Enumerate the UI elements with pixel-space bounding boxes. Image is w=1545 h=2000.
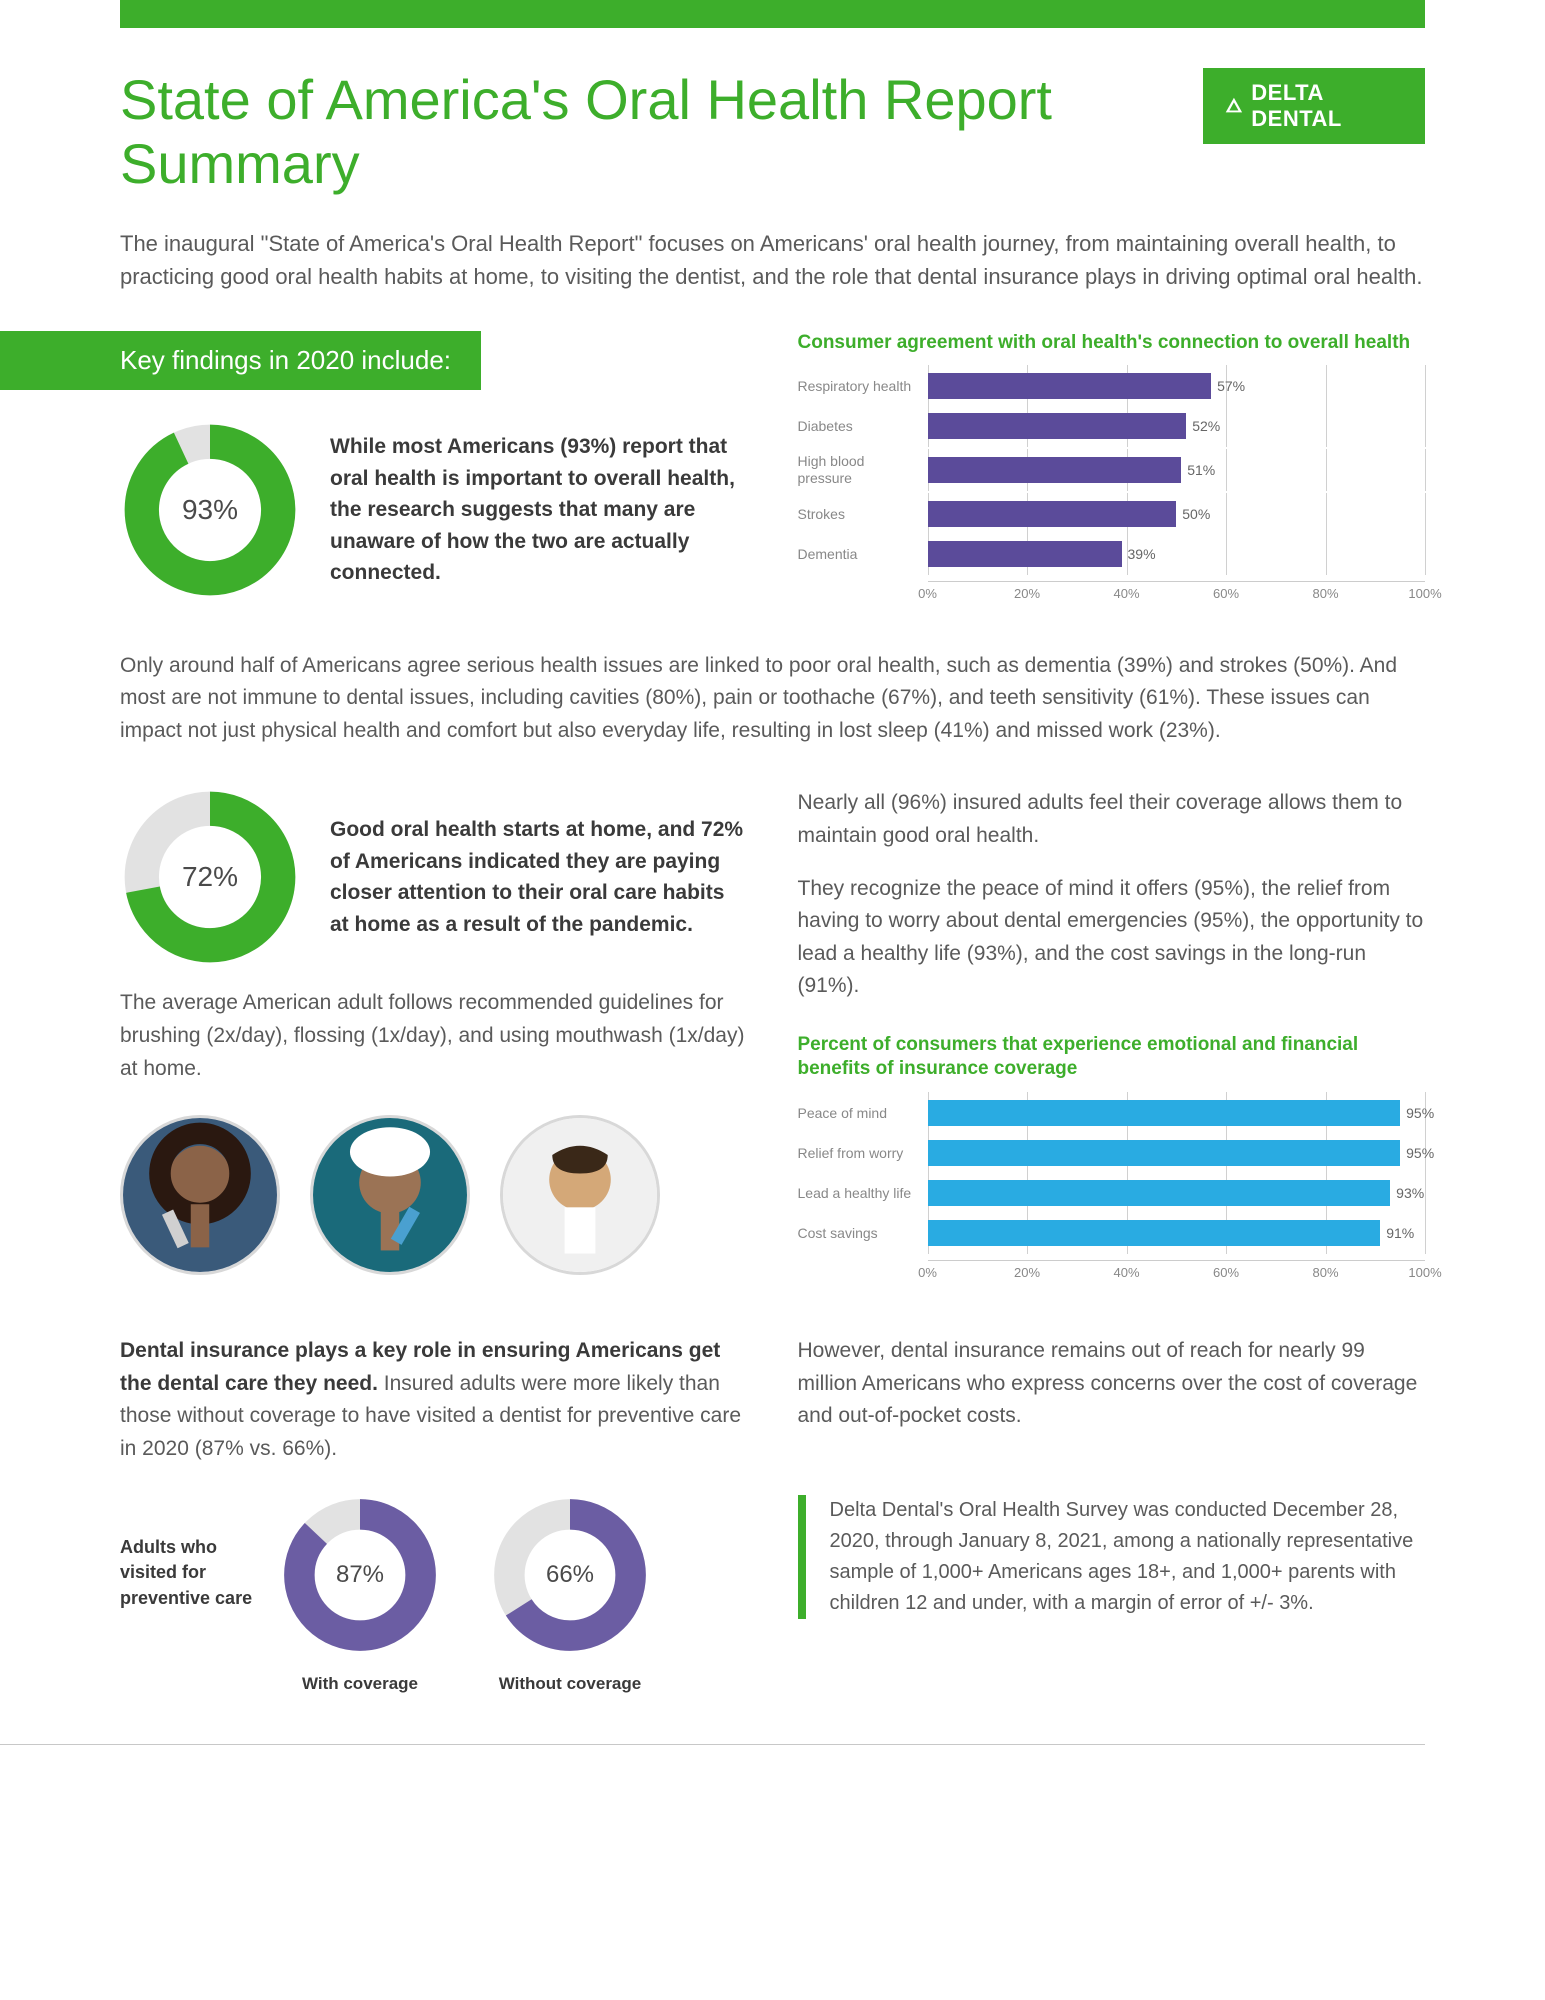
axis-tick: 100% [1408,586,1441,601]
bottom-rule [0,1744,1425,1745]
donut-93-text: While most Americans (93%) report that o… [330,431,748,589]
donut-72-label: 72% [182,861,238,893]
donut-caption: Without coverage [490,1674,650,1694]
chart-benefits: Peace of mind95%Relief from worry95%Lead… [798,1100,1426,1280]
bar-fill [928,1180,1391,1206]
bar-track: 39% [928,541,1426,567]
chart-consumer-agreement: Respiratory health 57% Diabetes 52% High blo… [798,373,1426,601]
bar-fill [928,413,1187,439]
bar-fill [928,457,1182,483]
bar-row: Relief from worry95% [798,1140,1426,1166]
bar-fill [928,541,1122,567]
intro-paragraph: The inaugural "State of America's Oral H… [120,227,1425,293]
axis-tick: 20% [1014,1265,1040,1280]
bar-track: 91% [928,1220,1426,1246]
axis-tick: 80% [1312,1265,1338,1280]
donut-label: 66% [546,1561,594,1589]
axis-tick: 40% [1113,1265,1139,1280]
chart2-title: Percent of consumers that experience emo… [798,1033,1426,1082]
chart-axis: 0%20%40%60%80%100% [928,1260,1426,1280]
bar-value: 50% [1182,506,1210,522]
donut-66: 66% [490,1495,650,1655]
axis-tick: 20% [1014,586,1040,601]
photo-row [120,1115,748,1275]
key-findings-heading: Key findings in 2020 include: [0,331,481,390]
bar-label: Diabetes [798,418,928,435]
photo-brushing-2 [310,1115,470,1275]
bar-row: Dementia 39% [798,541,1426,567]
bar-track: 50% [928,501,1426,527]
bar-label: Dementia [798,546,928,563]
bar-label: Lead a healthy life [798,1185,928,1202]
bar-fill [928,501,1177,527]
top-accent-bar [120,0,1425,28]
photo-mouthwash [500,1115,660,1275]
bar-value: 39% [1128,546,1156,562]
bar-track: 57% [928,373,1426,399]
paragraph-benefits: They recognize the peace of mind it offe… [798,873,1426,1003]
bar-label: High blood pressure [798,453,928,487]
bar-track: 95% [928,1140,1426,1166]
paragraph-out-of-reach: However, dental insurance remains out of… [798,1335,1426,1433]
axis-tick: 40% [1113,586,1139,601]
bar-track: 95% [928,1100,1426,1126]
bar-row: Diabetes 52% [798,413,1426,439]
chart-axis: 0%20%40%60%80%100% [928,581,1426,601]
paragraph-health-issues: Only around half of Americans agree seri… [120,650,1425,748]
survey-footnote: Delta Dental's Oral Health Survey was co… [798,1495,1426,1619]
bar-value: 52% [1192,418,1220,434]
bar-row: Lead a healthy life 93% [798,1180,1426,1206]
paragraph-insurance: Dental insurance plays a key role in ens… [120,1335,748,1465]
paragraph-insured-96: Nearly all (96%) insured adults feel the… [798,787,1426,852]
donut-72: 72% [120,787,300,967]
bar-track: 51% [928,457,1426,483]
photo-brushing-1 [120,1115,280,1275]
paragraph-guidelines: The average American adult follows recom… [120,987,748,1085]
delta-icon [1223,94,1245,118]
bar-row: High blood pressure 51% [798,453,1426,487]
donut-col: 66% Without coverage [490,1495,650,1694]
bar-track: 52% [928,413,1426,439]
bar-label: Relief from worry [798,1145,928,1162]
axis-tick: 60% [1213,1265,1239,1280]
bar-row: Strokes 50% [798,501,1426,527]
donut-72-text: Good oral health starts at home, and 72%… [330,814,748,940]
donut-col: 87% With coverage [280,1495,440,1694]
bar-value: 93% [1396,1185,1424,1201]
brand-logo: DELTA DENTAL [1203,68,1425,144]
bar-fill [928,373,1212,399]
bar-fill [928,1100,1401,1126]
axis-tick: 80% [1312,586,1338,601]
axis-tick: 0% [918,1265,937,1280]
bar-track: 93% [928,1180,1426,1206]
bar-value: 51% [1187,462,1215,478]
donut-label: 87% [336,1561,384,1589]
axis-tick: 0% [918,586,937,601]
bar-value: 57% [1217,378,1245,394]
header: State of America's Oral Health Report Su… [120,68,1425,197]
bar-row: Respiratory health 57% [798,373,1426,399]
axis-tick: 100% [1408,1265,1441,1280]
brand-name: DELTA DENTAL [1251,80,1405,132]
bar-label: Respiratory health [798,378,928,395]
bar-value: 95% [1406,1145,1434,1161]
bar-value: 95% [1406,1105,1434,1121]
donut-93-label: 93% [182,494,238,526]
bar-value: 91% [1386,1225,1414,1241]
bar-label: Strokes [798,506,928,523]
preventive-donuts: 87% With coverage 66% Without coverage [280,1495,650,1694]
chart1-title: Consumer agreement with oral health's co… [798,331,1426,356]
bar-row: Cost savings 91% [798,1220,1426,1246]
bar-label: Cost savings [798,1225,928,1242]
bar-fill [928,1140,1401,1166]
axis-tick: 60% [1213,586,1239,601]
donut-93: 93% [120,420,300,600]
donut-caption: With coverage [280,1674,440,1694]
bar-row: Peace of mind95% [798,1100,1426,1126]
bar-fill [928,1220,1381,1246]
bar-label: Peace of mind [798,1105,928,1122]
donut-87: 87% [280,1495,440,1655]
page-title: State of America's Oral Health Report Su… [120,68,1203,197]
preventive-side-label: Adults who visited for preventive care [120,1495,260,1694]
